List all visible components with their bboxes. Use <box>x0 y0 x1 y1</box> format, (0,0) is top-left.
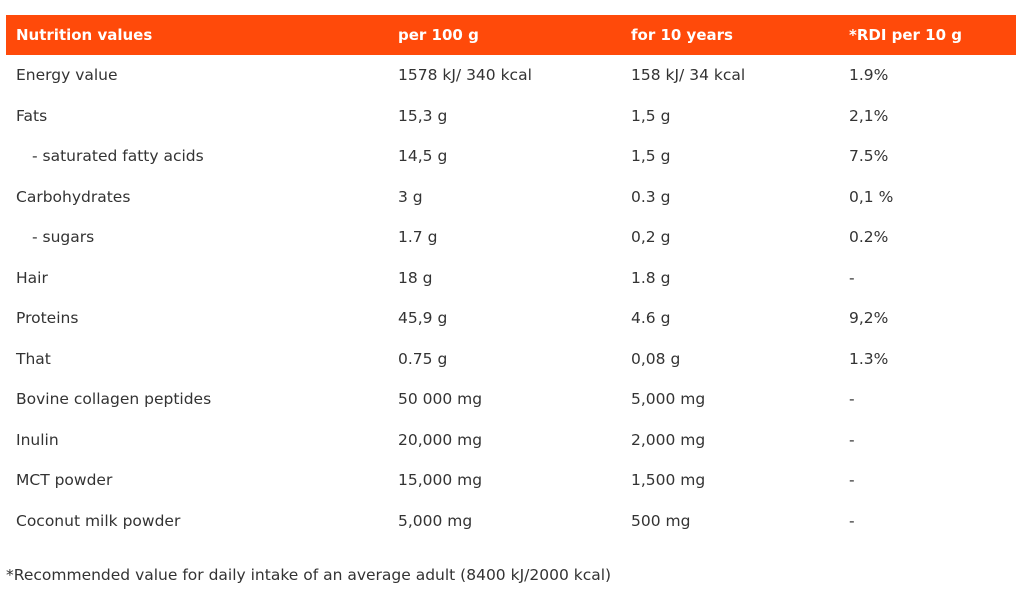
row-rdi-value: - <box>849 390 855 409</box>
row-per-100g-value: 0.75 g <box>398 349 448 368</box>
row-per-100g-value: 14,5 g <box>398 147 448 166</box>
footnote: *Recommended value for daily intake of a… <box>6 566 612 584</box>
table-row: Fats 15,3 g 1,5 g 2,1% <box>6 96 1016 137</box>
row-per-100g-value: 50 000 mg <box>398 390 483 409</box>
header-per-100g: per 100 g <box>398 15 631 55</box>
row-nutrient-name: MCT powder <box>16 471 113 490</box>
row-nutrient-name: Bovine collagen peptides <box>16 390 212 409</box>
table-row: Coconut milk powder 5,000 mg 500 mg - <box>6 501 1016 542</box>
row-rdi-value: 0.2% <box>849 228 889 247</box>
row-per-100g-value: 5,000 mg <box>398 511 473 530</box>
row-rdi-value: 1.3% <box>849 349 889 368</box>
row-nutrient-name: Hair <box>16 268 48 287</box>
row-per-10-value: 1.8 g <box>631 268 671 287</box>
row-per-100g-value: 15,3 g <box>398 106 448 125</box>
row-per-100g-value: 1578 kJ/ 340 kcal <box>398 66 532 85</box>
row-per-10-value: 0.3 g <box>631 187 671 206</box>
table-row: Proteins 45,9 g 4.6 g 9,2% <box>6 298 1016 339</box>
header-rdi: *RDI per 10 g <box>849 15 1016 55</box>
row-per-10-value: 0,08 g <box>631 349 681 368</box>
table-row: Inulin 20,000 mg 2,000 mg - <box>6 420 1016 461</box>
table-row: - sugars 1.7 g 0,2 g 0.2% <box>6 217 1016 258</box>
row-nutrient-name: Carbohydrates <box>16 187 131 206</box>
table-row: Bovine collagen peptides 50 000 mg 5,000… <box>6 379 1016 420</box>
row-per-10-value: 2,000 mg <box>631 430 706 449</box>
table-row: Carbohydrates 3 g 0.3 g 0,1 % <box>6 177 1016 218</box>
header-row: Nutrition values per 100 g for 10 years … <box>6 15 1016 55</box>
row-per-100g-value: 1.7 g <box>398 228 438 247</box>
row-nutrient-name-text: - sugars <box>32 228 95 247</box>
row-nutrient-name: - sugars <box>6 217 398 258</box>
row-per-10-value: 500 mg <box>631 511 691 530</box>
row-rdi-value: 7.5% <box>849 147 889 166</box>
row-nutrient-name: Inulin <box>16 430 59 449</box>
row-per-10-value: 158 kJ/ 34 kcal <box>631 66 746 85</box>
row-rdi-value: 9,2% <box>849 309 889 328</box>
table-body: Energy value 1578 kJ/ 340 kcal 158 kJ/ 3… <box>6 55 1016 541</box>
table-row: That 0.75 g 0,08 g 1.3% <box>6 339 1016 380</box>
row-per-10-value: 0,2 g <box>631 228 671 247</box>
row-per-100g-value: 45,9 g <box>398 309 448 328</box>
row-per-10-value: 1,5 g <box>631 106 671 125</box>
row-nutrient-name-text: - saturated fatty acids <box>32 147 204 166</box>
row-per-100g-value: 18 g <box>398 268 433 287</box>
row-per-100g-value: 15,000 mg <box>398 471 483 490</box>
table-row: - saturated fatty acids 14,5 g 1,5 g 7.5… <box>6 136 1016 177</box>
row-rdi-value: 0,1 % <box>849 187 894 206</box>
row-per-100g-value: 20,000 mg <box>398 430 483 449</box>
header-nutrition-values: Nutrition values <box>6 15 398 55</box>
row-nutrient-name: Proteins <box>16 309 79 328</box>
row-per-100g-value: 3 g <box>398 187 423 206</box>
row-nutrient-name: That <box>16 349 51 368</box>
row-per-10-value: 1,5 g <box>631 147 671 166</box>
row-rdi-value: - <box>849 511 855 530</box>
row-per-10-value: 1,500 mg <box>631 471 706 490</box>
row-nutrient-name: Fats <box>16 106 48 125</box>
row-rdi-value: - <box>849 471 855 490</box>
table-header: Nutrition values per 100 g for 10 years … <box>6 15 1016 55</box>
table-row: MCT powder 15,000 mg 1,500 mg - <box>6 460 1016 501</box>
row-rdi-value: - <box>849 268 855 287</box>
row-per-10-value: 5,000 mg <box>631 390 706 409</box>
header-per-10: for 10 years <box>631 15 849 55</box>
table-row: Energy value 1578 kJ/ 340 kcal 158 kJ/ 3… <box>6 55 1016 96</box>
row-nutrient-name: - saturated fatty acids <box>6 136 398 177</box>
table-row: Hair 18 g 1.8 g - <box>6 258 1016 299</box>
row-nutrient-name: Energy value <box>16 66 118 85</box>
row-rdi-value: 1.9% <box>849 66 889 85</box>
row-rdi-value: 2,1% <box>849 106 889 125</box>
row-nutrient-name: Coconut milk powder <box>16 511 181 530</box>
row-per-10-value: 4.6 g <box>631 309 671 328</box>
nutrition-table: Nutrition values per 100 g for 10 years … <box>6 15 1016 541</box>
row-rdi-value: - <box>849 430 855 449</box>
